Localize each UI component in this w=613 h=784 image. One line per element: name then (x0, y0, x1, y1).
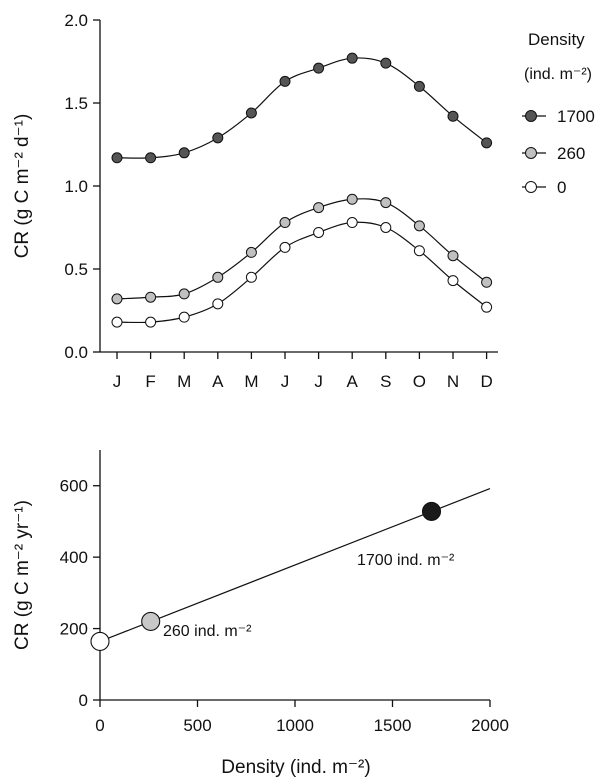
data-point-1700 (481, 137, 493, 149)
top-x-tick-label: O (413, 372, 426, 391)
data-point-0 (380, 222, 392, 233)
legend-item-0: 0 (522, 178, 566, 197)
top-x-tick-label: M (177, 372, 191, 391)
data-point-260 (111, 293, 123, 305)
scatter-point-260 (141, 611, 161, 631)
data-point-0 (481, 301, 493, 313)
data-point-260 (413, 220, 425, 232)
data-point-1700 (111, 152, 123, 164)
annotation-1700: 1700 ind. m⁻² (357, 552, 455, 569)
data-point-260 (313, 202, 325, 214)
data-point-0 (245, 271, 257, 283)
top-x-tick-label: J (281, 372, 290, 391)
data-point-0 (447, 275, 459, 287)
data-point-0 (212, 298, 224, 310)
data-point-1700 (178, 147, 190, 159)
annual-cr-chart: 0 200 400 600 0 500 1000 1500 2000 CR (g C m⁻² … (12, 450, 509, 778)
data-point-260 (447, 250, 459, 262)
top-y-tick-label: 0.0 (64, 343, 88, 362)
legend-label-0: 0 (557, 178, 566, 197)
data-point-1700 (346, 52, 358, 64)
top-y-tick-label: 1.5 (64, 94, 88, 113)
bottom-y-tick-label: 400 (60, 548, 88, 567)
top-y-ticks: 0.0 0.5 1.0 1.5 2.0 (64, 11, 100, 362)
top-x-tick-label: A (347, 372, 359, 391)
data-point-260 (212, 271, 224, 283)
data-point-1700 (145, 152, 157, 164)
scatter-point-1700 (421, 501, 442, 521)
top-x-tick-label: M (244, 372, 258, 391)
top-x-tick-label: J (113, 372, 122, 391)
data-point-1700 (313, 62, 325, 74)
data-point-260 (178, 288, 190, 300)
bottom-y-axis-label: CR (g C m⁻² yr⁻¹) (12, 500, 33, 650)
data-point-260 (279, 217, 291, 229)
top-series-group (111, 52, 493, 328)
bottom-y-tick-label: 0 (79, 691, 88, 710)
top-y-tick-label: 2.0 (64, 11, 88, 30)
monthly-cr-chart: 0.0 0.5 1.0 1.5 2.0 J F M A M J J A S O N D CR (g C m⁻²… (12, 11, 595, 391)
data-point-260 (145, 291, 157, 303)
legend-marker-260 (525, 147, 537, 159)
legend-item-1700: 1700 (522, 107, 595, 126)
legend: Density (ind. m⁻²) 1700 260 0 (522, 30, 595, 197)
series-line-1700 (116, 57, 487, 159)
legend-marker-0 (525, 181, 537, 193)
data-point-1700 (380, 57, 392, 69)
data-point-0 (313, 226, 325, 238)
data-point-1700 (212, 132, 224, 144)
data-point-260 (481, 276, 493, 288)
bottom-x-tick-label: 1000 (276, 716, 314, 735)
annotation-260: 260 ind. m⁻² (163, 623, 252, 640)
top-x-tick-label: J (314, 372, 323, 391)
top-y-axis-label: CR (g C m⁻² d⁻¹) (12, 114, 33, 259)
data-point-0 (111, 316, 123, 328)
bottom-x-tick-label: 500 (183, 716, 211, 735)
legend-label-260: 260 (557, 144, 585, 163)
data-point-1700 (245, 107, 257, 119)
data-point-0 (346, 217, 358, 229)
scatter-point-0 (90, 631, 110, 651)
bottom-x-tick-label: 0 (95, 716, 104, 735)
bottom-x-tick-label: 2000 (471, 716, 509, 735)
top-y-tick-label: 1.0 (64, 177, 88, 196)
data-point-0 (178, 311, 190, 323)
data-point-260 (346, 193, 358, 205)
data-point-0 (413, 245, 425, 257)
legend-title: Density (528, 30, 585, 49)
data-point-0 (279, 241, 291, 253)
data-point-1700 (447, 110, 459, 122)
bottom-x-tick-label: 1500 (374, 716, 412, 735)
top-x-tick-label: S (380, 372, 391, 391)
legend-subtitle: (ind. m⁻²) (524, 66, 592, 83)
series-line-260 (116, 198, 487, 300)
data-point-260 (245, 246, 257, 258)
top-x-tick-label: N (447, 372, 459, 391)
top-x-tick-label: D (480, 372, 492, 391)
top-y-tick-label: 0.5 (64, 260, 88, 279)
data-point-1700 (413, 80, 425, 92)
bottom-y-ticks: 0 200 400 600 (60, 477, 100, 710)
bottom-y-tick-label: 600 (60, 477, 88, 496)
data-point-0 (145, 316, 157, 328)
top-x-tick-label: F (145, 372, 155, 391)
legend-item-260: 260 (522, 144, 585, 163)
legend-marker-1700 (525, 110, 537, 122)
bottom-y-tick-label: 200 (60, 620, 88, 639)
bottom-x-axis-label: Density (ind. m⁻²) (221, 757, 370, 778)
bottom-points-group (90, 501, 442, 651)
series-line-0 (116, 221, 487, 324)
top-x-tick-label: A (212, 372, 224, 391)
data-point-1700 (279, 75, 291, 87)
legend-label-1700: 1700 (557, 107, 595, 126)
bottom-x-ticks: 0 500 1000 1500 2000 (95, 700, 509, 735)
data-point-260 (380, 197, 392, 209)
